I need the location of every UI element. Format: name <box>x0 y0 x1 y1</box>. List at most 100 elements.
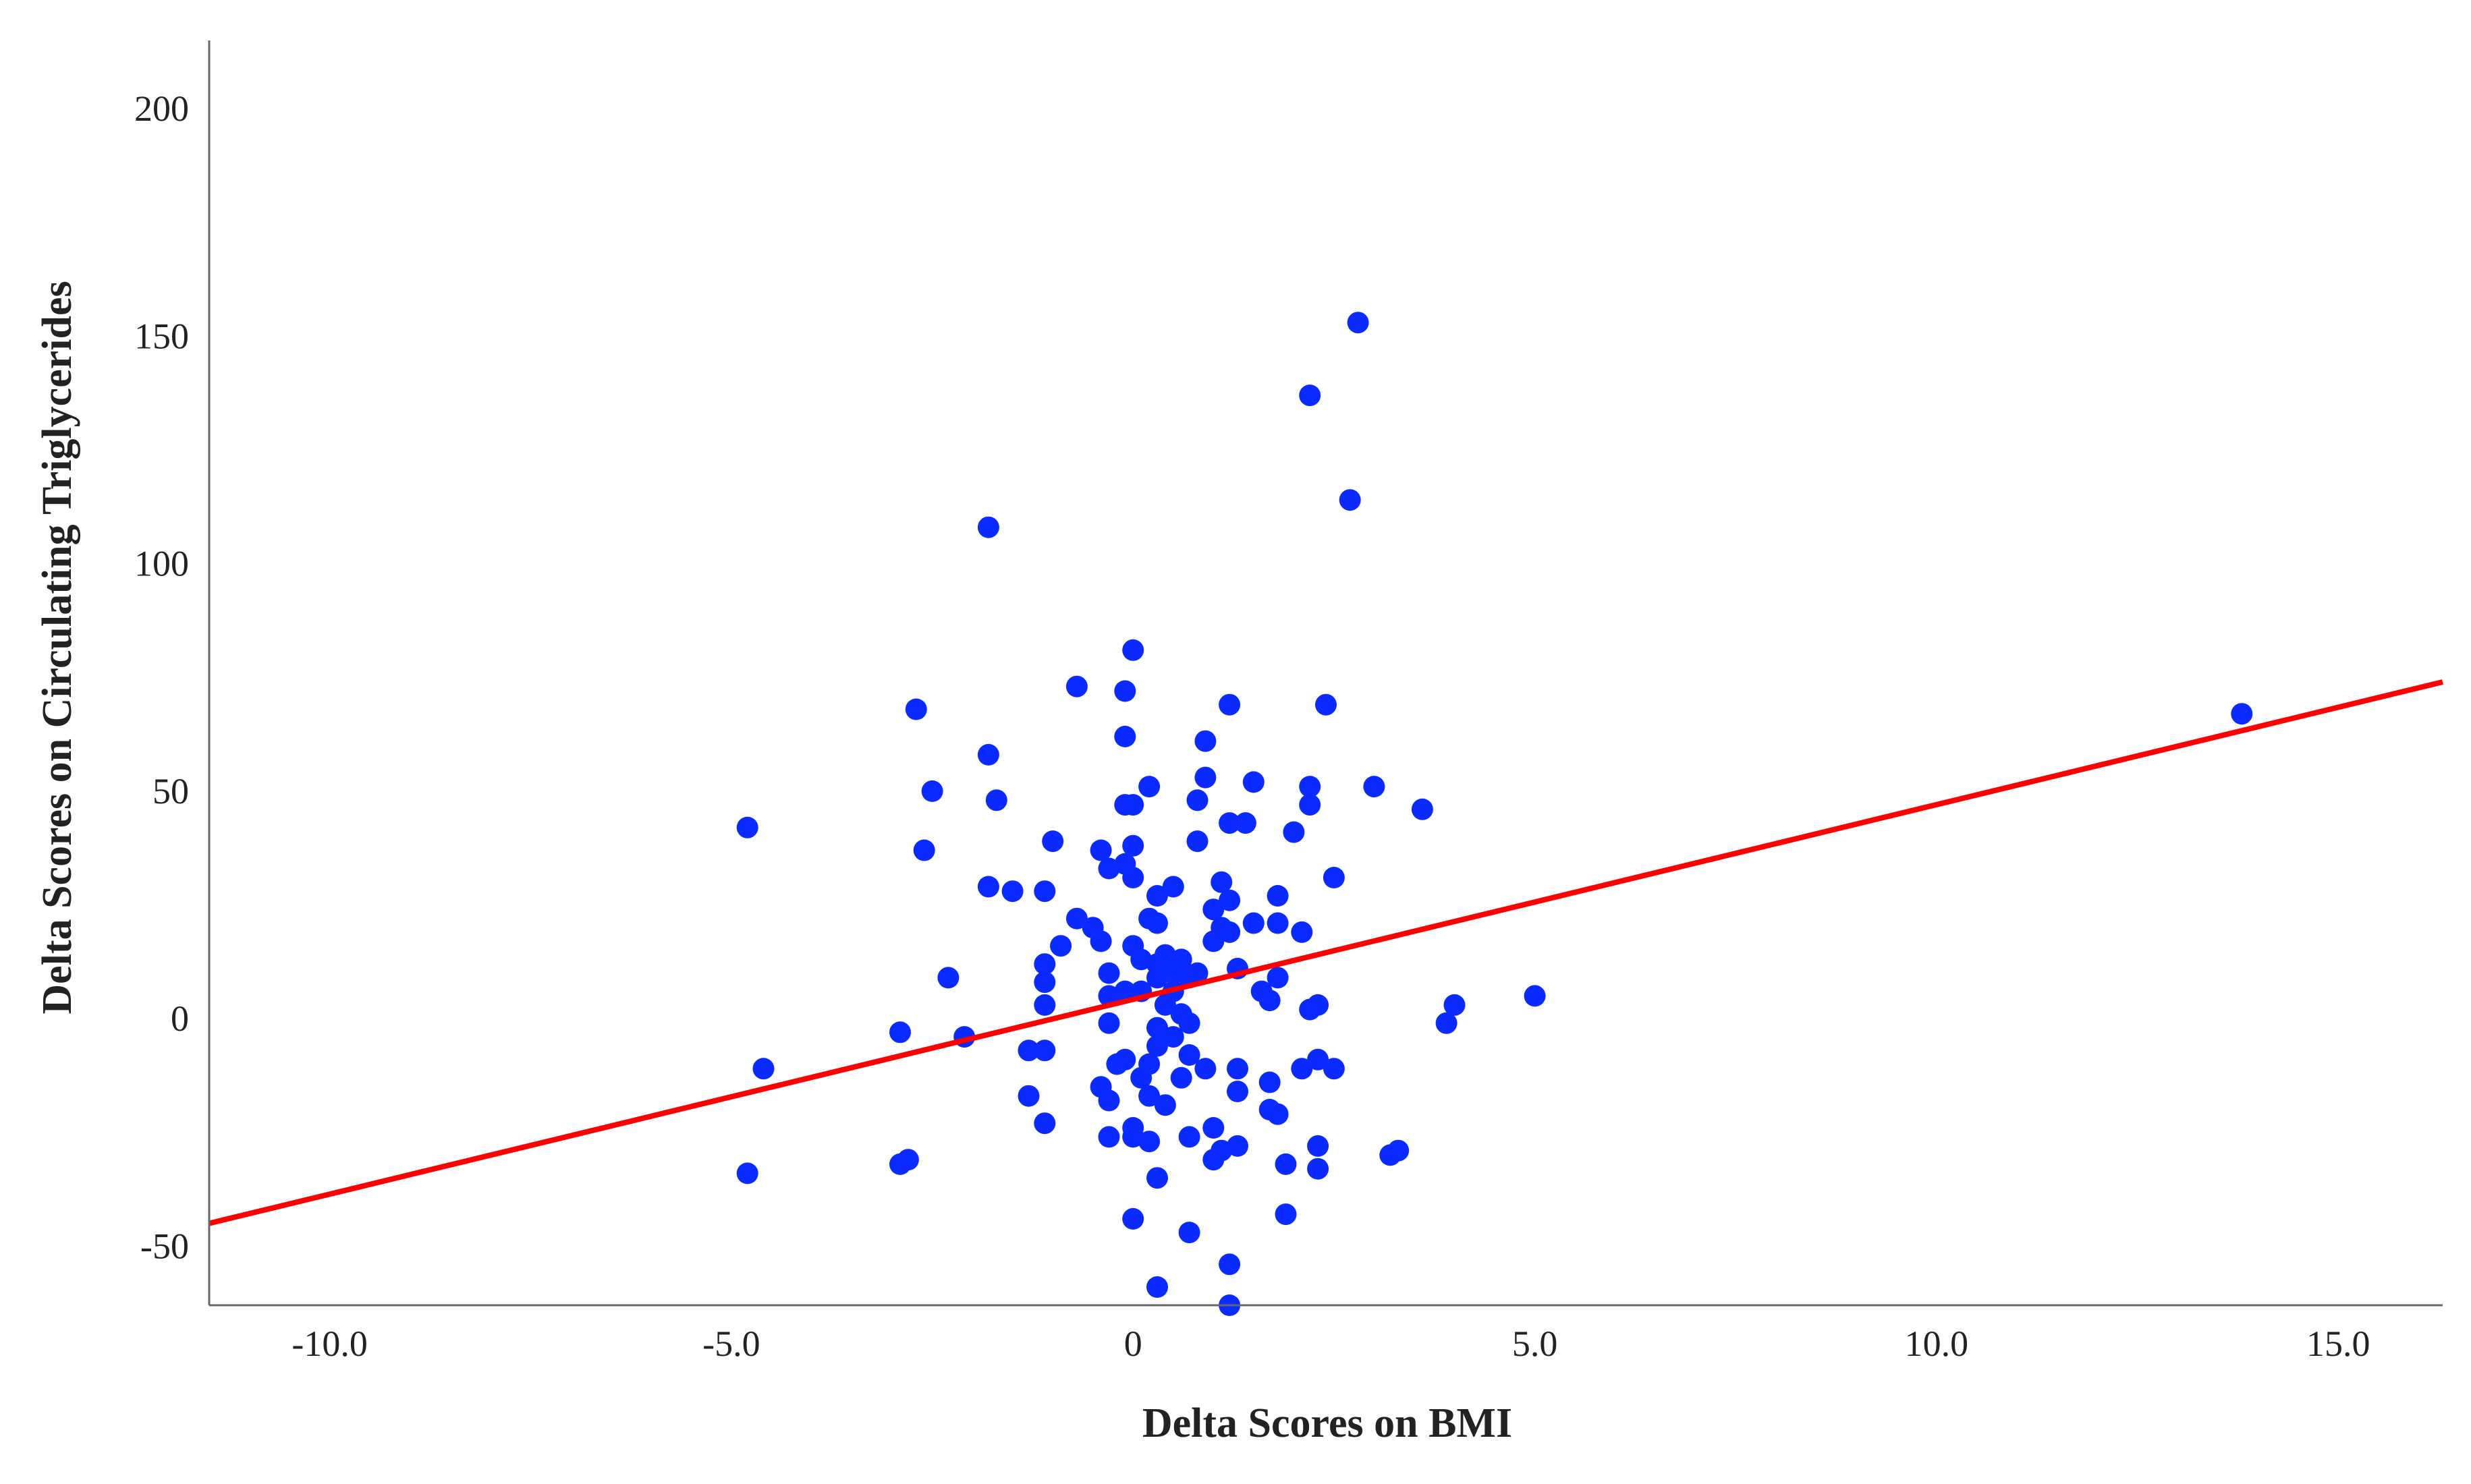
data-point <box>1034 953 1056 975</box>
data-point <box>1042 830 1064 853</box>
data-point <box>1114 680 1136 702</box>
x-tick-label: 5.0 <box>1512 1323 1558 1364</box>
data-point <box>1315 693 1337 716</box>
data-point <box>1178 1012 1200 1034</box>
data-point <box>1307 1048 1329 1071</box>
data-point <box>1227 1058 1248 1080</box>
data-point <box>1211 871 1233 893</box>
data-point <box>1114 980 1136 1002</box>
data-point <box>1307 1135 1329 1157</box>
axes-layer: -10.0 -5.0 0 5.0 10.0 15.0 -50 0 50 100 150 200 <box>134 40 2443 1364</box>
data-point <box>1138 1085 1161 1107</box>
data-point <box>1170 948 1192 971</box>
data-point <box>1162 1026 1184 1048</box>
data-point <box>985 789 1007 811</box>
data-point <box>1138 1131 1161 1153</box>
data-point <box>1291 1058 1313 1080</box>
data-point <box>1283 821 1305 843</box>
data-point <box>736 816 758 838</box>
data-point <box>913 839 935 861</box>
data-point <box>1178 1126 1200 1148</box>
y-tick-label: 50 <box>152 771 189 811</box>
data-point <box>1090 930 1112 952</box>
data-point <box>1227 1081 1248 1102</box>
data-point <box>1170 1066 1192 1089</box>
x-tick-label: -10.0 <box>291 1323 367 1364</box>
data-point <box>1258 1071 1281 1093</box>
data-point <box>1018 1085 1040 1107</box>
data-point <box>1146 1167 1168 1189</box>
data-point <box>1098 962 1120 984</box>
data-point <box>1034 971 1056 994</box>
x-tick-label: -5.0 <box>702 1323 760 1364</box>
data-point <box>977 876 999 898</box>
data-point <box>1299 384 1321 407</box>
data-point <box>1034 1039 1056 1062</box>
data-point <box>1154 1094 1176 1116</box>
data-point <box>1242 912 1265 934</box>
data-point <box>1098 1089 1120 1112</box>
data-point <box>1387 1139 1410 1162</box>
data-point <box>2231 703 2253 725</box>
data-point <box>977 516 999 538</box>
data-point <box>1034 880 1056 903</box>
data-point <box>1307 994 1329 1016</box>
data-point <box>1194 730 1217 752</box>
data-point <box>1435 1012 1457 1034</box>
data-point <box>1186 789 1209 811</box>
data-point <box>977 743 999 766</box>
data-point <box>1267 1103 1289 1125</box>
data-point <box>1363 776 1385 798</box>
data-point <box>1234 812 1256 834</box>
data-point <box>1275 1203 1297 1226</box>
data-point <box>1411 798 1433 820</box>
data-point <box>921 780 943 802</box>
data-point <box>1186 962 1209 984</box>
x-axis-title: Delta Scores on BMI <box>1142 1400 1512 1446</box>
data-point <box>1065 675 1088 697</box>
data-point <box>1098 1126 1120 1148</box>
data-point <box>1114 725 1136 747</box>
data-point <box>1291 921 1313 943</box>
data-point <box>1524 985 1546 1007</box>
data-point <box>1146 1276 1168 1298</box>
data-point <box>1202 1117 1225 1139</box>
data-point <box>1001 880 1024 903</box>
y-tick-label: 200 <box>134 88 189 129</box>
labels-layer: Delta Scores on BMI Delta Scores on Circ… <box>34 281 1512 1446</box>
data-point <box>1347 312 1369 334</box>
data-point <box>1194 1058 1217 1080</box>
data-point <box>1275 1153 1297 1175</box>
data-point <box>1219 812 1241 834</box>
data-point <box>1219 921 1241 943</box>
x-tick-label: 15.0 <box>2306 1323 2370 1364</box>
data-point <box>1178 1222 1200 1244</box>
y-axis-title: Delta Scores on Circulating Triglyceride… <box>34 281 80 1014</box>
data-point <box>1258 990 1281 1012</box>
data-point <box>1034 994 1056 1016</box>
y-tick-label: 0 <box>171 998 189 1039</box>
fit-line-layer <box>209 679 2443 1226</box>
data-point <box>1339 489 1361 511</box>
x-tick-label: 10.0 <box>1905 1323 1969 1364</box>
data-point <box>1299 776 1321 798</box>
data-point <box>1114 1048 1136 1071</box>
data-point <box>752 1058 775 1080</box>
data-point <box>937 967 960 989</box>
data-point <box>1267 967 1289 989</box>
data-point <box>1146 885 1168 907</box>
data-point <box>1122 1207 1144 1230</box>
data-point <box>1194 766 1217 789</box>
data-point <box>1122 834 1144 857</box>
data-point <box>1146 912 1168 934</box>
data-point <box>1219 693 1241 716</box>
data-point <box>1122 639 1144 661</box>
data-point <box>1034 1112 1056 1135</box>
points-layer <box>736 312 2253 1316</box>
data-point <box>1138 1053 1161 1075</box>
data-point <box>736 1162 758 1185</box>
y-tick-label: 100 <box>134 544 189 584</box>
x-tick-label: 0 <box>1124 1323 1142 1364</box>
data-point <box>1242 771 1265 793</box>
